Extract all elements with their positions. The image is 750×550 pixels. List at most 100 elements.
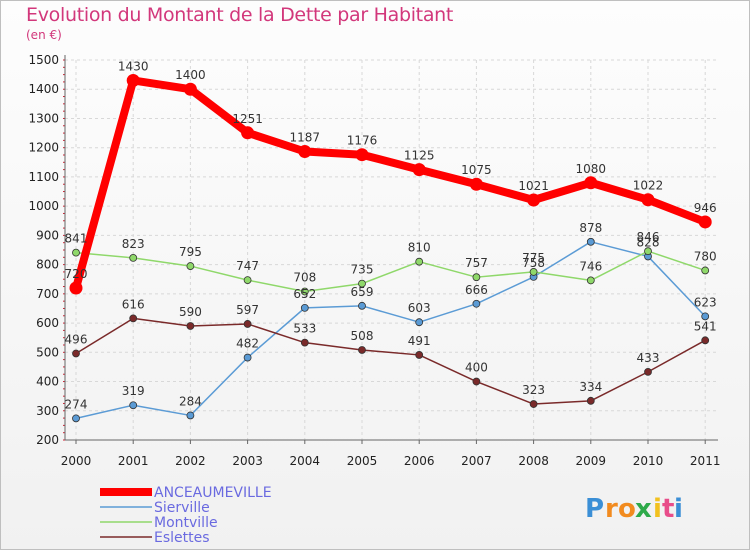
- logo-letter: t: [662, 494, 674, 524]
- data-point: [586, 396, 595, 405]
- data-label: 508: [351, 329, 374, 343]
- data-label: 1251: [232, 112, 263, 126]
- data-label: 720: [65, 267, 88, 281]
- data-label: 623: [694, 295, 717, 309]
- data-point: [129, 314, 138, 323]
- data-point: [300, 287, 309, 296]
- data-point: [129, 401, 138, 410]
- data-point: [415, 257, 424, 266]
- x-tick-label: 2010: [633, 454, 664, 468]
- legend-entry: ANCEAUMEVILLE: [154, 485, 272, 501]
- data-point: [241, 126, 255, 140]
- data-point: [415, 318, 424, 327]
- legend-entry: Montville: [154, 515, 218, 531]
- data-label: 616: [122, 297, 145, 311]
- data-point: [69, 281, 83, 295]
- data-label: 1075: [461, 163, 492, 177]
- data-point: [129, 253, 138, 262]
- data-label: 1400: [175, 68, 206, 82]
- x-tick-label: 2006: [404, 454, 435, 468]
- data-label: 810: [408, 241, 431, 255]
- data-point: [529, 400, 538, 408]
- y-tick-label: 500: [36, 345, 59, 359]
- data-label: 533: [293, 322, 316, 336]
- data-label: 482: [236, 337, 259, 351]
- data-label: 746: [579, 259, 602, 273]
- data-point: [183, 82, 197, 96]
- data-label: 708: [293, 271, 316, 285]
- data-label: 491: [408, 334, 431, 348]
- data-label: 1176: [347, 134, 378, 148]
- series-line-sierville: [75, 241, 706, 420]
- data-label: 757: [465, 256, 488, 270]
- data-point: [412, 163, 426, 177]
- logo-letter: r: [605, 494, 618, 524]
- x-tick-label: 2003: [232, 454, 263, 468]
- data-label: 652: [293, 287, 316, 301]
- data-label: 1187: [290, 130, 321, 144]
- data-point: [243, 276, 252, 285]
- x-tick-label: 2009: [576, 454, 607, 468]
- y-tick-label: 1300: [28, 111, 59, 125]
- data-point: [300, 303, 309, 312]
- y-tick-label: 800: [36, 258, 59, 272]
- data-point: [472, 273, 481, 282]
- x-tick-label: 2007: [461, 454, 492, 468]
- data-point: [584, 176, 598, 190]
- series-line-anceaumeville: [72, 76, 710, 292]
- data-point: [701, 312, 710, 321]
- data-label: 735: [351, 263, 374, 277]
- y-tick-label: 200: [36, 433, 59, 447]
- data-label: 334: [579, 380, 602, 394]
- data-label: 496: [65, 332, 88, 346]
- data-point: [186, 411, 195, 420]
- x-tick-label: 2001: [118, 454, 149, 468]
- data-label: 878: [579, 221, 602, 235]
- data-label: 747: [236, 259, 259, 273]
- data-point: [644, 247, 652, 256]
- data-point: [415, 351, 424, 359]
- data-point: [529, 268, 538, 276]
- y-tick-label: 1000: [28, 199, 59, 213]
- data-point: [355, 148, 369, 162]
- logo-letter: x: [635, 494, 652, 524]
- data-point: [644, 367, 652, 376]
- x-tick-label: 2008: [518, 454, 549, 468]
- y-tick-label: 1100: [28, 170, 59, 184]
- data-point: [358, 279, 366, 288]
- data-label: 659: [351, 285, 374, 299]
- x-tick-label: 2002: [175, 454, 206, 468]
- axes: 200 300 400 500 600 700 800 900 1000 1100 1200 1300…: [28, 53, 720, 468]
- data-point: [72, 414, 80, 423]
- data-label: 590: [179, 305, 202, 319]
- legend-entry: Eslettes: [154, 530, 210, 546]
- data-label: 775: [522, 251, 545, 265]
- data-label: 541: [694, 319, 717, 333]
- x-tick-label: 2011: [690, 454, 721, 468]
- data-label: 603: [408, 301, 431, 315]
- data-point: [469, 177, 483, 191]
- data-label: 946: [694, 201, 717, 215]
- data-label: 319: [122, 384, 145, 398]
- data-label: 846: [637, 230, 660, 244]
- data-label: 758: [522, 256, 545, 270]
- data-point: [472, 377, 481, 386]
- data-labels: 720 1430 1400 1251 1187 1176 1125 1075 1021 1080 1…: [65, 59, 717, 411]
- data-label: 433: [637, 351, 660, 365]
- data-point: [186, 322, 195, 330]
- series-lines: [69, 73, 712, 423]
- data-point: [586, 276, 595, 285]
- y-tick-label: 300: [36, 404, 59, 418]
- data-label: 1022: [633, 179, 664, 193]
- data-label: 666: [465, 283, 488, 297]
- y-tick-label: 1200: [28, 141, 59, 155]
- x-tick-label: 2005: [347, 454, 378, 468]
- chart-title: Evolution du Montant de la Dette par Hab…: [26, 4, 454, 26]
- data-label: 400: [465, 361, 488, 375]
- logo-letter: i: [674, 494, 683, 524]
- chart-subtitle: (en €): [26, 28, 62, 42]
- y-tick-label: 700: [36, 287, 59, 301]
- data-label: 828: [637, 235, 660, 249]
- data-label: 274: [65, 397, 88, 411]
- data-label: 795: [179, 245, 202, 259]
